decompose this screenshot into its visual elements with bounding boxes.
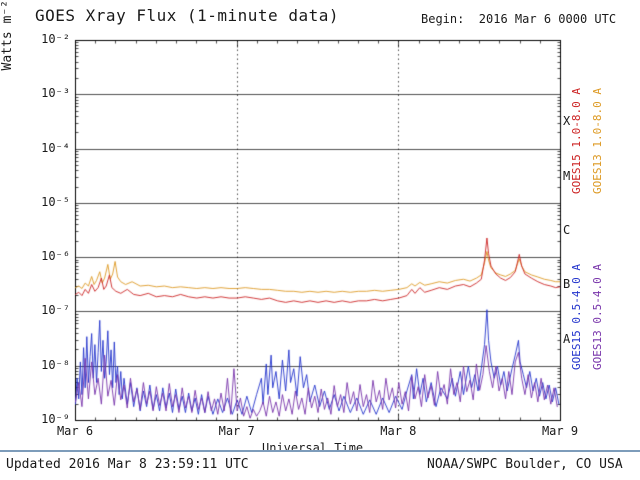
flare-class-letter-a: A: [563, 331, 571, 346]
flare-class-letter-c: C: [563, 223, 571, 237]
x-tick-label: Mar 6: [56, 424, 94, 438]
y-tick-label: 10⁻⁵: [41, 194, 70, 209]
y-tick-label: 10⁻⁹: [41, 412, 70, 426]
x-axis-title: Universal Time: [262, 441, 364, 455]
y-tick-label: 10⁻⁶: [41, 249, 70, 264]
legend-goes15-long-channel: GOES15 1.0-8.0 A: [570, 88, 583, 194]
legend-goes13-short-channel: GOES13 0.5-4.0 A: [591, 264, 604, 370]
y-tick-label: 10⁻³: [41, 86, 70, 101]
chart-title: GOES Xray Flux (1-minute data): [35, 6, 339, 25]
y-tick-label: 10⁻⁸: [41, 357, 70, 372]
y-tick-label: 10⁻²: [41, 32, 70, 46]
y-tick-label: 10⁻⁴: [41, 140, 70, 155]
y-tick-label: 10⁻⁷: [41, 303, 70, 318]
begin-time-label: Begin: 2016 Mar 6 0000 UTC: [421, 12, 617, 26]
x-tick-label: Mar 8: [380, 424, 417, 438]
legend-goes13-long-channel: GOES13 1.0-8.0 A: [591, 88, 604, 194]
credit-label: NOAA/SWPC Boulder, CO USA: [427, 457, 623, 472]
flare-class-letter-m: M: [563, 168, 571, 183]
y-axis-title: Watts m⁻²: [0, 0, 15, 71]
updated-timestamp: Updated 2016 Mar 8 23:59:11 UTC: [6, 457, 249, 472]
x-tick-label: Mar 9: [541, 424, 579, 438]
flare-class-letter-x: X: [563, 114, 571, 129]
flare-class-letter-b: B: [563, 277, 571, 292]
x-tick-label: Mar 7: [218, 424, 255, 438]
legend-goes15-short-channel: GOES15 0.5-4.0 A: [570, 264, 583, 370]
footer-divider-line: [0, 450, 640, 452]
